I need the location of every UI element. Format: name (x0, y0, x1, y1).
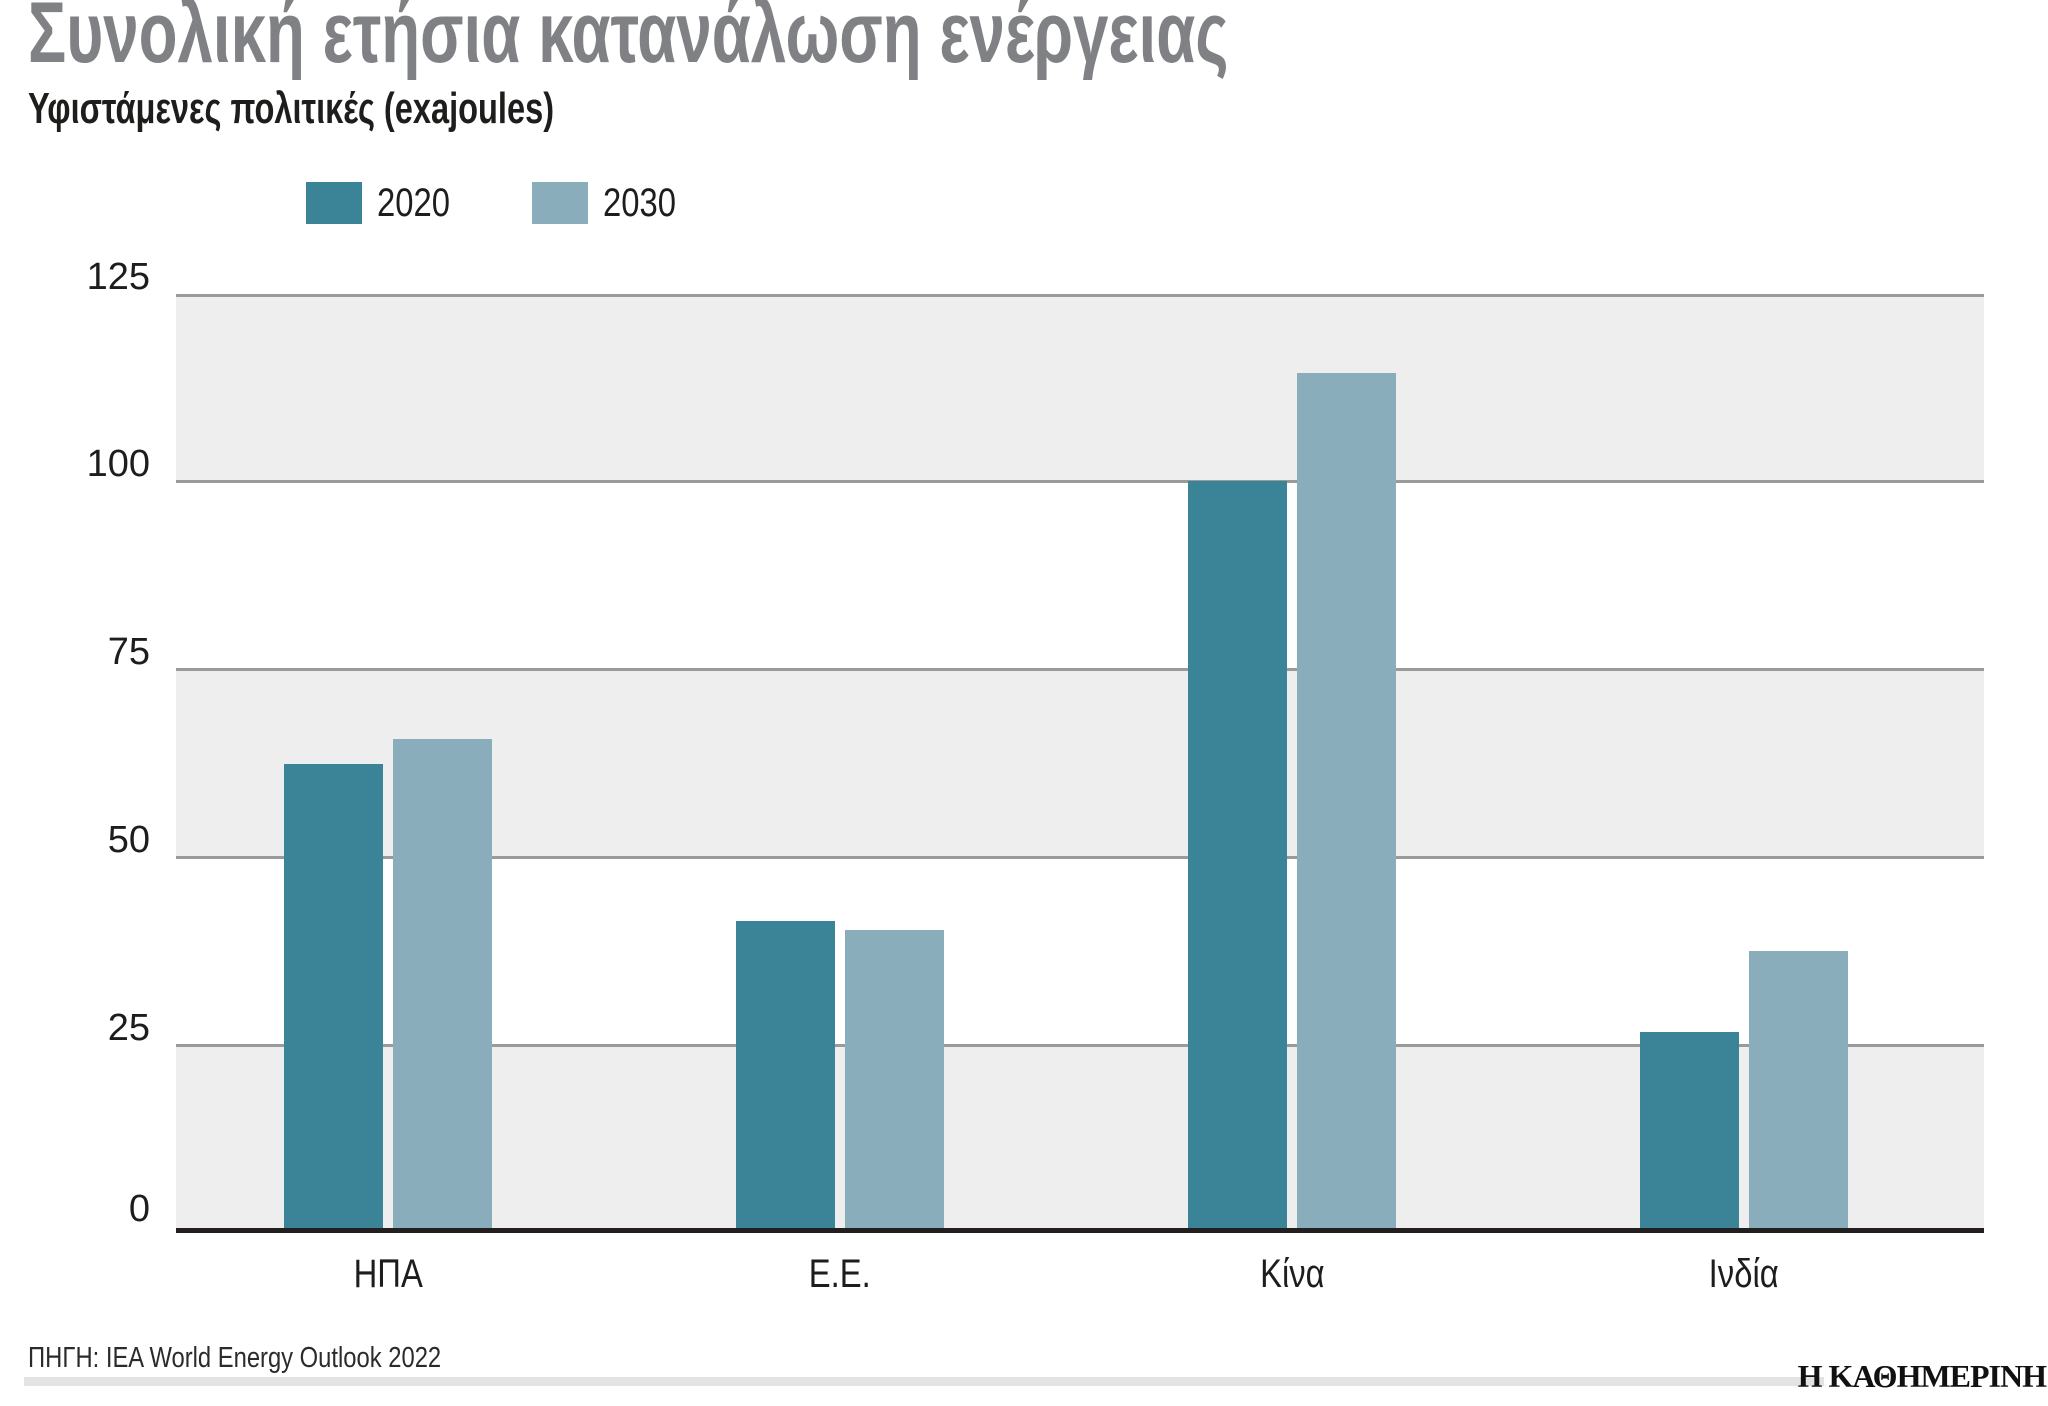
gridline-25 (176, 1044, 1984, 1047)
x-label-china: Κίνα (1142, 1252, 1442, 1297)
x-label-eu-text: Ε.Ε. (809, 1252, 871, 1296)
bar-eu-2030 (845, 929, 944, 1230)
bar-usa-2020 (284, 764, 383, 1230)
legend-label-2020: 2020 (377, 181, 450, 225)
x-label-india-text: Ινδία (1708, 1252, 1780, 1296)
source-note: ΠΗΓΗ: IEA World Energy Outlook 2022 (28, 1342, 442, 1374)
bar-usa-2030 (393, 738, 492, 1230)
x-axis-baseline (176, 1228, 1984, 1233)
y-tick-100: 100 (86, 443, 150, 485)
y-tick-50: 50 (107, 819, 150, 861)
legend-swatch-2030 (532, 182, 588, 224)
y-tick-25: 25 (107, 1007, 150, 1049)
x-label-china-text: Κίνα (1259, 1252, 1325, 1296)
y-tick-0: 0 (128, 1188, 150, 1230)
legend-item-2020: 2020 (306, 182, 466, 224)
gridline-75 (176, 668, 1984, 671)
x-label-usa-text: ΗΠΑ (353, 1252, 423, 1296)
gridline-125 (176, 294, 1984, 297)
plot-area (176, 294, 1984, 1233)
legend-item-2030: 2030 (532, 182, 692, 224)
x-label-eu: Ε.Ε. (690, 1252, 990, 1297)
x-label-usa: ΗΠΑ (238, 1252, 538, 1297)
legend-label-2030: 2030 (603, 181, 676, 225)
bar-china-2030 (1297, 373, 1396, 1230)
footer-divider (24, 1377, 1824, 1386)
band-100-125 (176, 294, 1984, 481)
chart-title: Συνολική ετήσια κατανάλωση ενέργειας (28, 0, 1229, 81)
bar-india-2020 (1640, 1031, 1739, 1230)
bar-india-2030 (1749, 951, 1848, 1230)
x-label-india: Ινδία (1594, 1252, 1894, 1297)
bar-eu-2020 (736, 920, 835, 1230)
gridline-100 (176, 480, 1984, 483)
bar-china-2020 (1188, 481, 1287, 1230)
y-tick-75: 75 (107, 631, 150, 673)
chart-subtitle: Υφιστάμενες πολιτικές (exajoules) (28, 84, 555, 133)
gridline-50 (176, 856, 1984, 859)
y-tick-125: 125 (86, 256, 150, 298)
brand-logo: Η ΚΑΘΗΜΕΡΙΝΗ (1797, 1358, 2047, 1394)
legend-swatch-2020 (306, 182, 362, 224)
